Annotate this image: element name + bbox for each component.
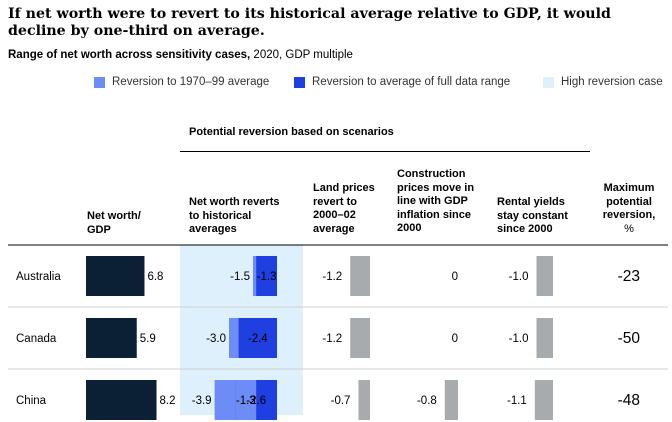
header-line: 2000: [397, 222, 422, 234]
row-label-china: China: [16, 395, 47, 407]
header-line: prices move in: [397, 181, 475, 194]
revert-1970-99-label: -3.0: [206, 333, 226, 345]
row-label-canada: Canada: [16, 333, 57, 345]
land-label: -1.2: [322, 271, 342, 283]
legend-label: Reversion to 1970–99 average: [112, 76, 270, 88]
net-worth-label: 6.8: [147, 271, 163, 283]
header-line: Land prices: [313, 182, 375, 194]
land-label: -1.2: [322, 333, 342, 345]
header-line: Net worth/: [87, 210, 141, 222]
land-bar: [358, 380, 370, 420]
rental-label: -1.1: [507, 395, 527, 407]
revert-full-label: -1.3: [257, 271, 277, 283]
rental-bar: [536, 318, 553, 358]
rental-label: -1.0: [509, 271, 529, 283]
max-reversion-value: -50: [618, 330, 641, 347]
subtitle-bold: Range of net worth across sensitivity ca…: [8, 49, 251, 61]
revert-full-bar: [256, 256, 277, 296]
header-line: averages: [189, 223, 237, 235]
header-line: 2000–02: [313, 209, 356, 221]
row-label-australia: Australia: [16, 271, 61, 283]
rental-bar: [536, 256, 553, 296]
chart-title: If net worth were to revert to its histo…: [8, 6, 611, 39]
land-label: -0.7: [331, 395, 351, 407]
header-line: Construction: [397, 168, 466, 180]
header-line: since 2000: [497, 223, 553, 235]
legend-item-high-case: High reversion case: [543, 74, 663, 90]
land-bar: [350, 318, 370, 358]
header-line: Maximum: [603, 182, 655, 194]
revert-1970-99-label: -1.5: [230, 271, 250, 283]
net-worth-bar: [86, 318, 137, 358]
net-worth-bar: [86, 256, 145, 296]
header-line: inflation since: [397, 208, 471, 221]
legend-item-1970-99: Reversion to 1970–99 average: [94, 74, 269, 90]
rental-label: -1.0: [509, 333, 529, 345]
header-line: %: [624, 222, 634, 235]
net-worth-label: 8.2: [160, 395, 176, 407]
net-worth-label: 5.9: [140, 333, 156, 345]
rental-bar: [534, 380, 553, 420]
max-reversion-value: -48: [618, 392, 640, 409]
header-line: revert to: [313, 195, 358, 208]
legend-label: High reversion case: [561, 76, 663, 88]
construction-label: -0.8: [417, 395, 437, 407]
legend-label: Reversion to average of full data range: [312, 76, 511, 88]
header-line: Net worth reverts: [189, 196, 280, 208]
construction-label: 0: [452, 333, 458, 345]
group-header-rule: [180, 151, 590, 152]
legend-swatch: [294, 76, 305, 88]
header-line: reversion,: [602, 209, 656, 221]
header-line: stay constant: [497, 209, 568, 222]
chart-subtitle: Range of net worth across sensitivity ca…: [8, 49, 353, 61]
max-reversion-value: -23: [618, 268, 640, 285]
revert-full-label: -2.4: [248, 333, 268, 345]
header-line: average: [313, 222, 355, 235]
header-net-worth: Net worth/ GDP: [87, 210, 141, 237]
header-maximum: Maximum potential reversion, %: [592, 182, 666, 236]
land-bar: [350, 256, 370, 296]
legend-item-full-range: Reversion to average of full data range: [294, 74, 510, 90]
net-worth-bar: [86, 380, 157, 420]
revert-full-bar: [238, 318, 277, 358]
header-line: Rental yields: [497, 196, 565, 208]
header-rental: Rental yields stay constant since 2000: [497, 196, 568, 237]
construction-bar: [444, 380, 458, 420]
revert-full-label: -1.3: [236, 395, 256, 407]
header-line: to historical: [189, 209, 252, 222]
header-reverts: Net worth reverts to historical averages: [189, 196, 279, 237]
group-header: Potential reversion based on scenarios: [189, 126, 394, 138]
header-construction: Construction prices move in line with GD…: [397, 168, 474, 236]
revert-1970-99-label: -3.9: [192, 395, 212, 407]
subtitle-rest: 2020, GDP multiple: [250, 49, 353, 61]
legend-swatch: [543, 76, 554, 88]
header-line: GDP: [87, 223, 111, 236]
header-line: line with GDP: [397, 195, 468, 207]
header-line: potential: [606, 195, 652, 208]
legend-swatch: [94, 76, 105, 88]
construction-label: 0: [452, 271, 458, 283]
revert-full-b-label: -2.6: [246, 395, 266, 407]
header-land: Land prices revert to 2000–02 average: [313, 182, 375, 236]
revert-full-segment: [235, 380, 257, 420]
